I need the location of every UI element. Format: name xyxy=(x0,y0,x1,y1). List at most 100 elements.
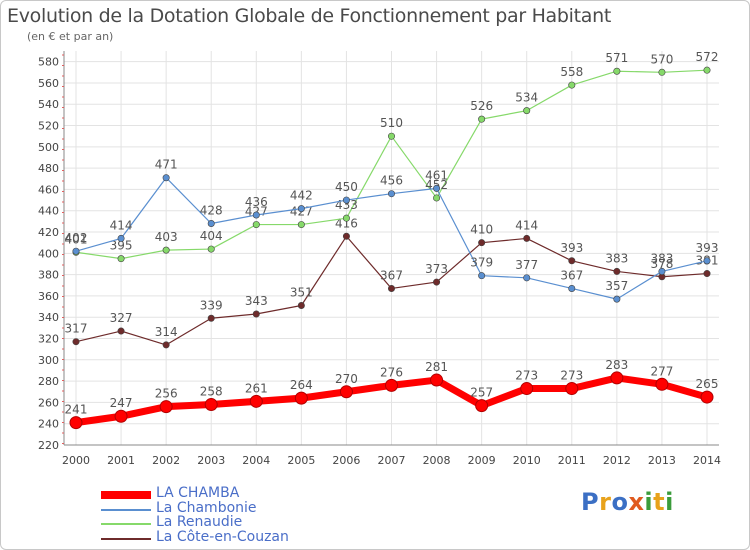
x-tick-label: 2014 xyxy=(693,454,721,467)
y-tick-label: 240 xyxy=(38,418,59,431)
data-point xyxy=(297,221,305,229)
y-tick-label: 580 xyxy=(38,56,59,69)
data-point xyxy=(568,284,576,292)
data-label: 339 xyxy=(200,298,223,312)
data-label: 327 xyxy=(110,311,133,325)
legend-label: LA CHAMBA xyxy=(156,485,240,501)
data-point xyxy=(162,341,170,349)
data-label: 402 xyxy=(65,231,88,245)
data-label: 401 xyxy=(65,232,88,246)
data-label: 357 xyxy=(605,279,628,293)
data-label: 410 xyxy=(470,223,493,237)
data-label: 414 xyxy=(515,218,538,232)
data-label: 257 xyxy=(470,386,493,400)
data-point xyxy=(703,257,711,265)
data-label: 281 xyxy=(425,360,448,374)
data-point xyxy=(703,270,711,278)
data-label: 572 xyxy=(696,50,719,64)
data-point xyxy=(387,190,395,198)
data-label: 276 xyxy=(380,365,403,379)
data-point xyxy=(297,205,305,213)
data-label: 416 xyxy=(335,216,358,230)
data-point xyxy=(387,132,395,140)
data-label: 273 xyxy=(515,369,538,383)
x-tick-label: 2006 xyxy=(332,454,360,467)
x-tick-label: 2003 xyxy=(197,454,225,467)
data-label: 436 xyxy=(245,195,268,209)
legend-swatch xyxy=(101,537,151,540)
data-label: 510 xyxy=(380,116,403,130)
data-label: 404 xyxy=(200,229,223,243)
data-point xyxy=(339,385,353,399)
y-tick-label: 560 xyxy=(38,77,59,90)
data-point xyxy=(568,257,576,265)
data-point xyxy=(204,398,218,412)
data-point xyxy=(565,382,579,396)
data-label: 314 xyxy=(155,325,178,339)
data-point xyxy=(433,184,441,192)
y-tick-label: 480 xyxy=(38,162,59,175)
data-point xyxy=(387,284,395,292)
data-point xyxy=(297,302,305,310)
data-label: 393 xyxy=(696,241,719,255)
data-point xyxy=(207,314,215,322)
data-label: 558 xyxy=(560,65,583,79)
data-label: 395 xyxy=(110,239,133,253)
data-label: 277 xyxy=(650,364,673,378)
data-label: 377 xyxy=(515,258,538,272)
data-label: 378 xyxy=(650,257,673,271)
data-label: 428 xyxy=(200,204,223,218)
data-point xyxy=(117,234,125,242)
data-point xyxy=(162,246,170,254)
data-label: 241 xyxy=(65,403,88,417)
data-point xyxy=(252,310,260,318)
proxiti-logo: Proxiti xyxy=(581,488,674,516)
legend-label: La Chambonie xyxy=(156,499,257,516)
data-label: 261 xyxy=(245,381,268,395)
y-tick-label: 260 xyxy=(38,396,59,409)
logo-letter: i xyxy=(665,488,674,516)
data-point xyxy=(613,295,621,303)
data-label: 393 xyxy=(560,241,583,255)
data-point xyxy=(523,107,531,115)
x-tick-label: 2005 xyxy=(287,454,315,467)
data-point xyxy=(658,68,666,76)
logo-letter: x xyxy=(628,488,645,516)
logo-letter: t xyxy=(653,488,666,516)
chart-subtitle: (en € et par an) xyxy=(27,30,114,43)
data-point xyxy=(342,214,350,222)
legend-label: La Côte-en-Couzan xyxy=(156,528,289,545)
legend-swatch xyxy=(101,523,151,525)
data-point xyxy=(703,66,711,74)
y-tick-label: 420 xyxy=(38,226,59,239)
data-point xyxy=(658,267,666,275)
data-point xyxy=(342,232,350,240)
data-label: 265 xyxy=(696,377,719,391)
x-tick-label: 2013 xyxy=(648,454,676,467)
data-point xyxy=(385,378,398,392)
data-point xyxy=(249,394,263,408)
data-label: 471 xyxy=(155,158,178,172)
legend-label: La Renaudie xyxy=(156,514,243,530)
x-tick-label: 2011 xyxy=(558,454,586,467)
data-point xyxy=(478,239,486,247)
data-label: 534 xyxy=(515,91,538,105)
y-tick-label: 540 xyxy=(38,98,59,111)
data-point xyxy=(69,416,83,430)
data-label: 317 xyxy=(65,322,88,336)
data-label: 571 xyxy=(605,51,628,65)
legend-swatch xyxy=(101,491,151,499)
y-tick-label: 280 xyxy=(38,375,59,388)
data-point xyxy=(478,272,486,280)
data-point xyxy=(433,194,441,202)
y-tick-label: 380 xyxy=(38,269,59,282)
data-label: 256 xyxy=(155,387,178,401)
data-label: 461 xyxy=(425,168,448,182)
data-label: 403 xyxy=(155,230,178,244)
data-point xyxy=(610,371,624,385)
data-label: 343 xyxy=(245,294,268,308)
logo-letter: r xyxy=(599,488,612,516)
data-point xyxy=(613,67,621,75)
data-point xyxy=(655,377,669,391)
logo-letter: i xyxy=(644,488,654,516)
